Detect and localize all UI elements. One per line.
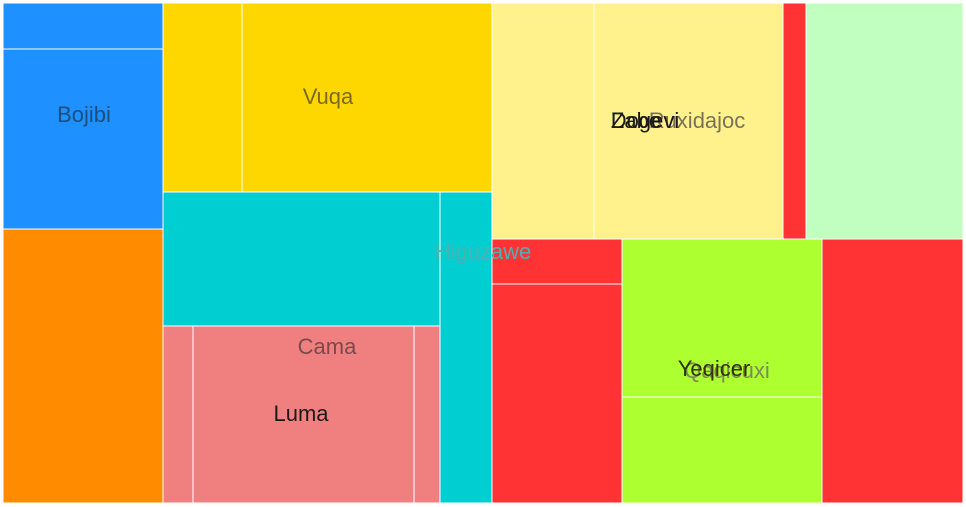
tile-label-zabe: Zabe bbox=[611, 108, 661, 133]
group-label-higuzawe: Higuzawe bbox=[435, 239, 532, 264]
tile-label-dogevi: Dogevi bbox=[611, 108, 679, 133]
tile-vuqa-1[interactable] bbox=[162, 2, 243, 193]
tile-bojibi-2[interactable] bbox=[2, 48, 164, 230]
group-label-bojibi: Bojibi bbox=[57, 102, 111, 127]
group-label-qaqicuxi: Qaqicuxi bbox=[684, 358, 770, 383]
tile-bojibi-3[interactable] bbox=[2, 228, 164, 504]
tile-higuzawe-2[interactable] bbox=[439, 191, 493, 504]
tile-qaqicuxi-5[interactable] bbox=[821, 238, 964, 504]
tile-ruxidajoc-1[interactable] bbox=[491, 2, 595, 240]
tile-qaqicuxi-yeqicer[interactable] bbox=[621, 238, 823, 398]
tile-cama-3[interactable] bbox=[413, 325, 441, 504]
tile-label-luma: Luma bbox=[273, 401, 329, 426]
group-label-ruxidajoc: Ruxidajoc bbox=[649, 108, 746, 133]
tile-bojibi-1[interactable] bbox=[2, 2, 164, 50]
tile-ruxidajoc-4[interactable] bbox=[782, 2, 807, 240]
tile-ruxidajoc-5[interactable] bbox=[805, 2, 964, 240]
tile-qaqicuxi-4[interactable] bbox=[621, 396, 823, 504]
tile-qaqicuxi-2[interactable] bbox=[491, 283, 623, 504]
tile-cama-1[interactable] bbox=[162, 325, 194, 504]
tile-vuqa-2[interactable] bbox=[241, 2, 493, 193]
group-label-cama: Cama bbox=[298, 334, 357, 359]
tile-ruxidajoc-zabe[interactable] bbox=[593, 2, 784, 240]
group-label-vuqa: Vuqa bbox=[303, 84, 354, 109]
treemap-labels: Bojibi Vuqa Higuzawe Cama Ruxidajoc Qaqicuxi L… bbox=[57, 84, 770, 426]
tile-label-yeqicer: Yeqicer bbox=[678, 356, 751, 381]
tile-higuzawe-1[interactable] bbox=[162, 191, 441, 327]
tile-cama-luma[interactable] bbox=[192, 325, 415, 504]
tile-qaqicuxi-1[interactable] bbox=[491, 238, 623, 285]
